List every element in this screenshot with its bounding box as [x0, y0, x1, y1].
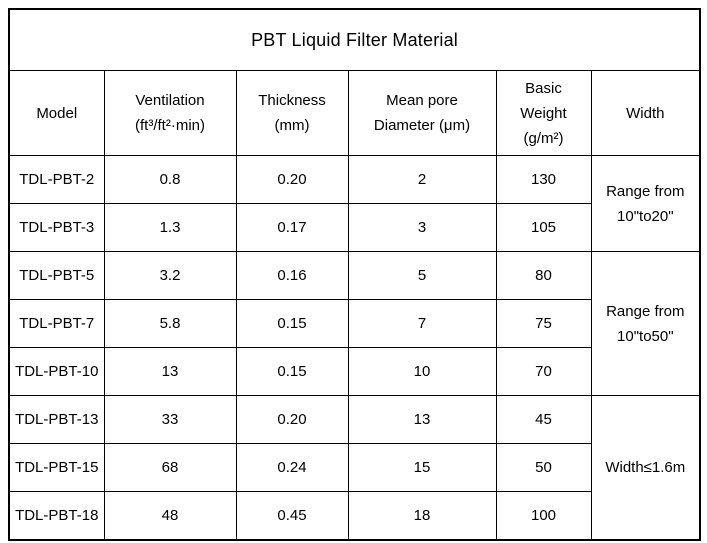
- pore-diameter-cell: 7: [347, 299, 497, 348]
- basic-weight-cell: 100: [495, 491, 592, 541]
- thickness-cell: 0.15: [235, 299, 349, 348]
- col-header-ventilation: Ventilation (ft³/ft²·min): [103, 70, 237, 156]
- table-row: TDL-PBT-10 13 0.15 10 70: [8, 347, 700, 396]
- table-row: TDL-PBT-18 48 0.45 18 100: [8, 491, 700, 541]
- basic-weight-cell: 70: [495, 347, 592, 396]
- ventilation-cell: 0.8: [103, 155, 237, 204]
- header-line: Basic: [525, 79, 562, 97]
- table-row: TDL-PBT-5 3.2 0.16 5 80 Range from 10"to…: [8, 251, 701, 396]
- ventilation-cell: 5.8: [103, 299, 237, 348]
- table-title: PBT Liquid Filter Material: [8, 8, 701, 71]
- header-line: Model: [36, 104, 78, 122]
- col-header-basic-weight: Basic Weight (g/m²): [495, 70, 592, 156]
- model-cell: TDL-PBT-3: [8, 203, 105, 252]
- basic-weight-cell: 50: [495, 443, 592, 492]
- header-unit: (ft³/ft²·min): [135, 117, 205, 134]
- width-range-line: 10"to20": [617, 207, 674, 225]
- width-range-line: Range from: [606, 302, 685, 320]
- width-range-line: Range from: [606, 182, 685, 200]
- model-cell: TDL-PBT-2: [8, 155, 105, 204]
- basic-weight-cell: 130: [495, 155, 592, 204]
- pore-diameter-cell: 5: [347, 251, 497, 300]
- ventilation-cell: 33: [103, 395, 237, 444]
- thickness-cell: 0.15: [235, 347, 349, 396]
- ventilation-cell: 13: [103, 347, 237, 396]
- col-header-thickness: Thickness (mm): [235, 70, 349, 156]
- table-row: TDL-PBT-13 33 0.20 13 45 Width≤1.6m: [8, 395, 701, 541]
- col-header-mean-pore-diameter: Mean pore Diameter (μm): [347, 70, 497, 156]
- thickness-cell: 0.16: [235, 251, 349, 300]
- basic-weight-cell: 75: [495, 299, 592, 348]
- basic-weight-cell: 80: [495, 251, 592, 300]
- table-row: TDL-PBT-15 68 0.24 15 50: [8, 443, 700, 492]
- header-unit: Diameter (μm): [373, 117, 471, 134]
- col-header-model: Model: [8, 70, 105, 156]
- pore-diameter-cell: 2: [347, 155, 497, 204]
- model-cell: TDL-PBT-18: [8, 491, 105, 541]
- model-cell: TDL-PBT-13: [8, 395, 105, 444]
- width-range-line: 10"to50": [617, 327, 674, 345]
- thickness-cell: 0.20: [235, 155, 349, 204]
- pore-diameter-cell: 13: [347, 395, 497, 444]
- ventilation-cell: 68: [103, 443, 237, 492]
- width-range-line: Width≤1.6m: [605, 459, 686, 476]
- header-line: Mean pore: [386, 92, 458, 109]
- pore-diameter-cell: 10: [347, 347, 497, 396]
- basic-weight-cell: 105: [495, 203, 592, 252]
- ventilation-cell: 48: [103, 491, 237, 541]
- model-cell: TDL-PBT-5: [8, 251, 105, 300]
- header-line: Weight: [520, 104, 567, 122]
- pore-diameter-cell: 15: [347, 443, 497, 492]
- pore-diameter-cell: 18: [347, 491, 497, 541]
- table-row: TDL-PBT-3 1.3 0.17 3 105: [8, 203, 700, 252]
- table-row: TDL-PBT-2 0.8 0.20 2 130 Range from 10"t…: [8, 155, 701, 252]
- title-row: PBT Liquid Filter Material: [8, 8, 701, 71]
- header-row: Model Ventilation (ft³/ft²·min) Thicknes…: [8, 70, 701, 156]
- width-cell-max-1-6m: Width≤1.6m: [590, 395, 701, 541]
- ventilation-cell: 1.3: [103, 203, 237, 252]
- thickness-cell: 0.45: [235, 491, 349, 541]
- col-header-width: Width: [590, 70, 701, 156]
- pbt-filter-spec-table: PBT Liquid Filter Material Model Ventila…: [8, 8, 702, 541]
- model-cell: TDL-PBT-10: [8, 347, 105, 396]
- header-line: Ventilation: [135, 92, 205, 109]
- ventilation-cell: 3.2: [103, 251, 237, 300]
- model-cell: TDL-PBT-7: [8, 299, 105, 348]
- thickness-cell: 0.17: [235, 203, 349, 252]
- basic-weight-cell: 45: [495, 395, 592, 444]
- width-cell-range-10to20: Range from 10"to20": [590, 155, 701, 252]
- thickness-cell: 0.24: [235, 443, 349, 492]
- header-unit: (mm): [274, 117, 310, 134]
- thickness-cell: 0.20: [235, 395, 349, 444]
- header-line: Width: [626, 104, 665, 122]
- header-line: Thickness: [258, 92, 326, 109]
- header-unit: (g/m²): [523, 129, 564, 147]
- width-cell-range-10to50: Range from 10"to50": [590, 251, 701, 396]
- model-cell: TDL-PBT-15: [8, 443, 105, 492]
- pore-diameter-cell: 3: [347, 203, 497, 252]
